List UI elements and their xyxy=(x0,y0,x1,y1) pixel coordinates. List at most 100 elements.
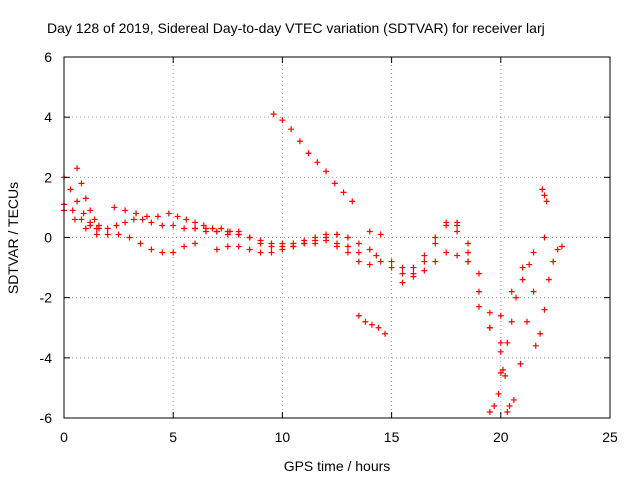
data-point xyxy=(486,309,493,316)
data-point xyxy=(323,234,330,241)
data-point xyxy=(344,234,351,241)
grid xyxy=(64,57,610,418)
data-point xyxy=(375,324,382,331)
data-point xyxy=(454,228,461,235)
data-point xyxy=(334,231,340,238)
data-point xyxy=(349,198,356,205)
data-point xyxy=(513,294,520,301)
data-point xyxy=(465,249,472,256)
data-point xyxy=(301,240,308,247)
data-point xyxy=(366,246,373,253)
data-point xyxy=(268,243,275,250)
series-arc8 xyxy=(270,111,356,205)
series-arc6 xyxy=(192,225,380,259)
data-point xyxy=(475,303,482,310)
data-point xyxy=(532,342,539,349)
data-point xyxy=(130,216,137,223)
data-point xyxy=(355,312,362,319)
data-point xyxy=(475,270,482,277)
data-point xyxy=(226,228,233,235)
data-point xyxy=(508,288,515,295)
data-point xyxy=(410,270,417,277)
data-point xyxy=(504,408,511,415)
data-point xyxy=(539,186,546,193)
data-point xyxy=(504,339,511,346)
data-point xyxy=(355,258,362,265)
data-point xyxy=(170,222,177,229)
series-arc13 xyxy=(454,228,548,331)
data-point xyxy=(541,192,548,199)
data-point xyxy=(200,222,207,229)
data-point xyxy=(235,231,242,238)
data-point xyxy=(74,165,81,172)
data-point xyxy=(362,318,369,325)
axis-ticks: 0 5 10 15 20 25 -6 -4 -2 0 2 4 6 xyxy=(40,49,618,445)
data-point xyxy=(495,390,502,397)
data-point xyxy=(74,198,81,205)
data-point xyxy=(104,225,111,232)
data-point xyxy=(159,249,166,256)
data-point xyxy=(257,240,264,247)
data-points xyxy=(61,111,565,415)
data-point xyxy=(499,366,506,373)
data-point xyxy=(340,189,347,196)
data-point xyxy=(314,159,321,166)
data-point xyxy=(78,180,85,187)
data-point xyxy=(366,261,373,268)
data-point xyxy=(213,246,220,253)
data-point xyxy=(368,321,375,328)
data-point xyxy=(410,264,417,271)
x-tick-label: 25 xyxy=(602,429,618,445)
data-point xyxy=(497,339,504,346)
data-point xyxy=(524,318,531,325)
data-point xyxy=(432,258,439,265)
data-point xyxy=(165,210,172,217)
data-point xyxy=(104,231,111,238)
y-tick-label: -4 xyxy=(40,350,53,366)
data-point xyxy=(530,249,537,256)
data-point xyxy=(550,258,557,265)
data-point xyxy=(224,231,231,238)
data-point xyxy=(218,225,225,232)
data-point xyxy=(181,243,188,250)
series-arc7 xyxy=(213,231,340,256)
data-point xyxy=(331,180,338,187)
data-point xyxy=(202,225,209,232)
chart-title: Day 128 of 2019, Sidereal Day-to-day VTE… xyxy=(47,20,545,36)
data-point xyxy=(224,243,231,250)
y-tick-label: 2 xyxy=(44,169,52,185)
data-point xyxy=(305,150,312,157)
data-point xyxy=(113,222,120,229)
data-point xyxy=(545,276,552,283)
y-tick-label: -2 xyxy=(40,290,53,306)
data-point xyxy=(296,138,303,145)
data-point xyxy=(510,396,517,403)
data-point xyxy=(192,219,199,226)
data-point xyxy=(497,348,504,355)
data-point xyxy=(497,312,504,319)
y-tick-label: 0 xyxy=(44,230,52,246)
data-point xyxy=(517,360,524,367)
data-point xyxy=(377,258,384,265)
data-point xyxy=(454,219,461,226)
data-point xyxy=(421,267,428,274)
data-point xyxy=(558,243,565,250)
data-point xyxy=(87,222,94,229)
data-point xyxy=(78,216,85,223)
data-point xyxy=(465,240,472,247)
series-arc3 xyxy=(61,201,362,256)
data-point xyxy=(377,231,384,238)
data-point xyxy=(399,270,406,277)
data-point xyxy=(246,234,253,241)
data-point xyxy=(122,219,129,226)
data-point xyxy=(87,207,94,214)
y-tick-label: -6 xyxy=(40,410,53,426)
data-point xyxy=(432,240,439,247)
data-point xyxy=(443,249,450,256)
data-point xyxy=(421,252,428,259)
data-point xyxy=(257,249,264,256)
data-point xyxy=(497,369,504,376)
series-arc15 xyxy=(497,288,537,409)
data-point xyxy=(159,222,166,229)
